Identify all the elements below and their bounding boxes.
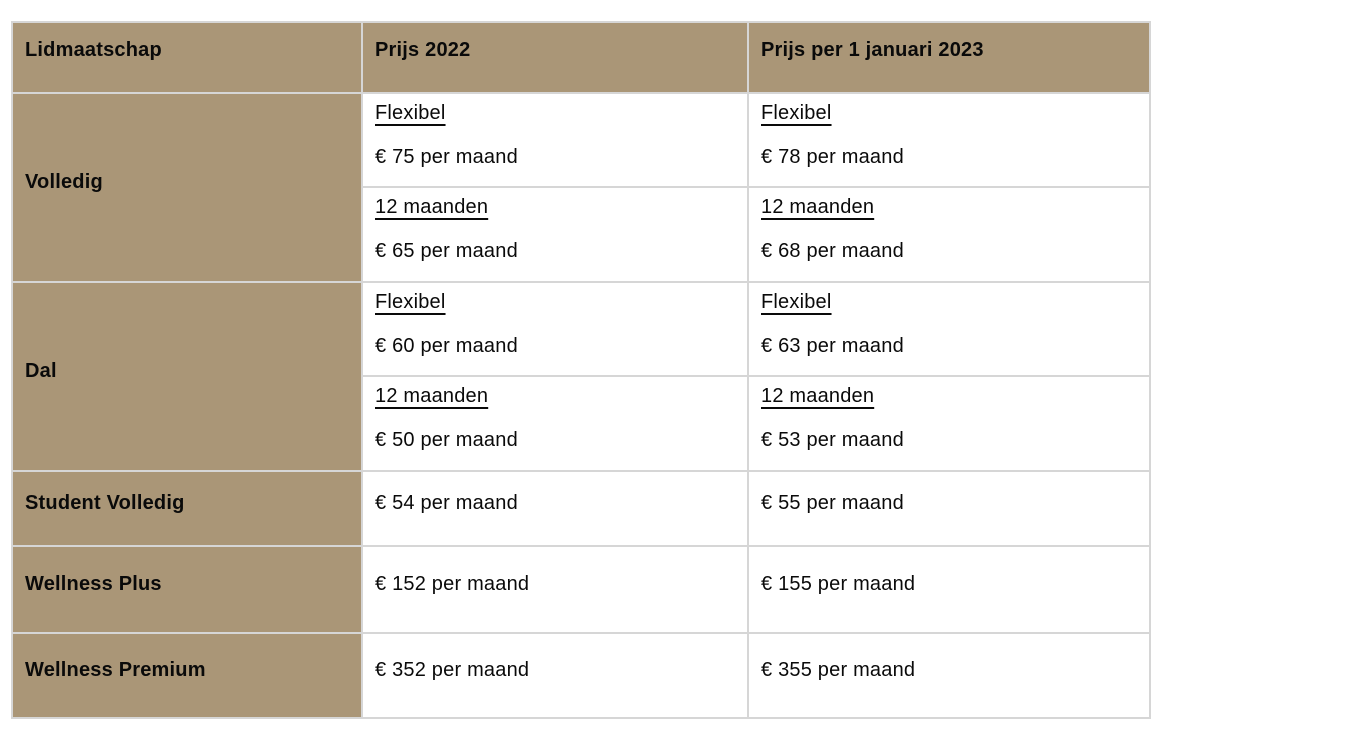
price-cell-wellness-premium-2022: € 352 per maand [361,632,749,719]
price-cell-wellness-premium-2023: € 355 per maand [747,632,1151,719]
header-cell-lidmaatschap: Lidmaatschap [11,21,363,94]
option-label: 12 maanden [375,385,489,407]
option-label: Flexibel [761,291,832,313]
pricing-table: Lidmaatschap Prijs 2022 Prijs per 1 janu… [11,21,1151,719]
price-cell-volledig-flexibel-2023: Flexibel € 78 per maand [747,92,1151,188]
price-value: € 68 per maand [761,240,904,262]
table-row-student-volledig: Student Volledig € 54 per maand € 55 per… [11,470,1151,547]
price-value: € 50 per maand [375,429,518,451]
option-label: Flexibel [761,102,832,124]
option-label: 12 maanden [375,196,489,218]
price-cell-student-2023: € 55 per maand [747,470,1151,547]
table-row-volledig-12-maanden: 12 maanden € 65 per maand 12 maanden € 6… [12,186,1151,283]
price-value: € 65 per maand [375,240,518,262]
price-cell-dal-12maanden-2022: 12 maanden € 50 per maand [361,375,749,472]
table-row-wellness-plus: Wellness Plus € 152 per maand € 155 per … [11,545,1151,634]
price-cell-volledig-flexibel-2022: Flexibel € 75 per maand [361,92,749,188]
price-cell-dal-flexibel-2022: Flexibel € 60 per maand [361,281,749,377]
table-row-wellness-premium: Wellness Premium € 352 per maand € 355 p… [11,632,1151,719]
price-cell-volledig-12maanden-2023: 12 maanden € 68 per maand [747,186,1151,283]
option-label: Flexibel [375,291,446,313]
row-label-wellness-premium: Wellness Premium [11,632,363,719]
option-label: 12 maanden [761,385,875,407]
price-value: € 75 per maand [375,146,518,168]
table-row-dal-12-maanden: 12 maanden € 50 per maand 12 maanden € 5… [12,375,1151,472]
price-cell-dal-flexibel-2023: Flexibel € 63 per maand [747,281,1151,377]
row-label-wellness-plus: Wellness Plus [11,545,363,634]
price-value: € 63 per maand [761,335,904,357]
header-cell-prijs-2023: Prijs per 1 januari 2023 [747,21,1151,94]
option-label: Flexibel [375,102,446,124]
price-value: € 60 per maand [375,335,518,357]
price-cell-wellness-plus-2023: € 155 per maand [747,545,1151,634]
price-cell-student-2022: € 54 per maand [361,470,749,547]
table-row-dal-flexibel: Dal Flexibel € 60 per maand Flexibel € 6… [11,281,1151,472]
price-value: € 53 per maand [761,429,904,451]
row-label-volledig: Volledig [11,92,363,283]
table-header-row: Lidmaatschap Prijs 2022 Prijs per 1 janu… [11,21,1151,94]
price-cell-dal-12maanden-2023: 12 maanden € 53 per maand [747,375,1151,472]
price-cell-wellness-plus-2022: € 152 per maand [361,545,749,634]
header-cell-prijs-2022: Prijs 2022 [361,21,749,94]
price-value: € 78 per maand [761,146,904,168]
price-cell-volledig-12maanden-2022: 12 maanden € 65 per maand [361,186,749,283]
row-label-dal: Dal [11,281,363,472]
option-label: 12 maanden [761,196,875,218]
row-label-student-volledig: Student Volledig [11,470,363,547]
table-row-volledig-flexibel: Volledig Flexibel € 75 per maand Flexibe… [11,92,1151,283]
